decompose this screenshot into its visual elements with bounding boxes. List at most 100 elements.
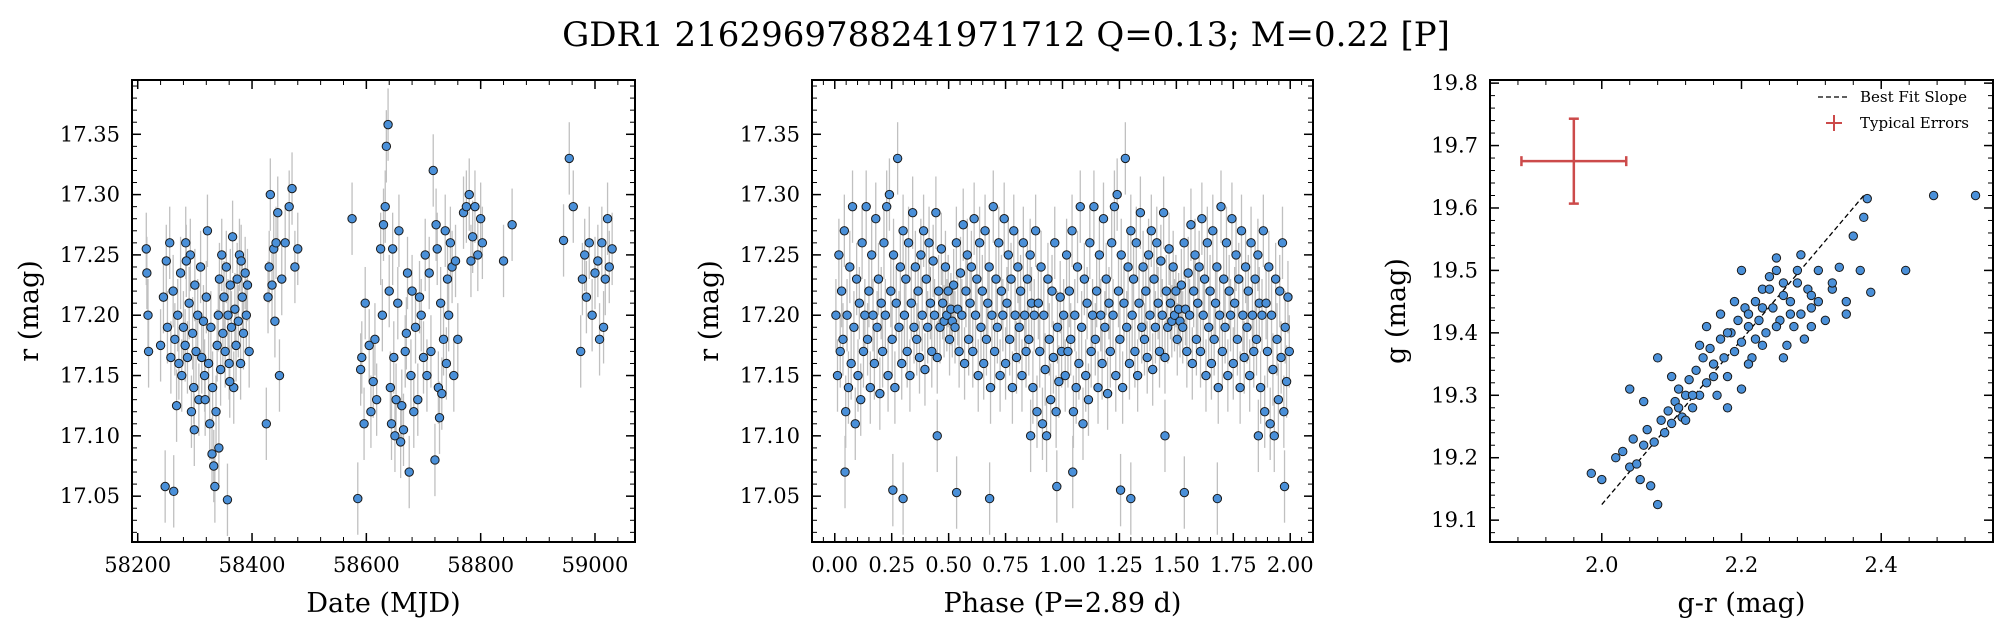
- data-point: [1799, 334, 1810, 344]
- data-point: [1238, 310, 1248, 320]
- data-point: [884, 189, 895, 200]
- data-point: [1666, 418, 1677, 429]
- data-point: [1221, 238, 1232, 248]
- data-point: [1044, 334, 1054, 345]
- data-point: [1065, 334, 1076, 345]
- data-point: [1701, 321, 1712, 332]
- data-point: [1205, 286, 1215, 296]
- data-point: [584, 238, 594, 248]
- data-point: [1021, 346, 1031, 357]
- data-point: [1117, 382, 1128, 393]
- phase-folded-panel: 0.00 0.25 0.50 0.75 1.00 1.25 1.50 1.75 2.00 17.0…: [694, 79, 1314, 619]
- data-point: [1179, 487, 1190, 498]
- data-point: [1757, 340, 1768, 351]
- data-point: [899, 310, 910, 320]
- data-point: [430, 455, 440, 465]
- data-point: [600, 274, 610, 284]
- data-point: [877, 346, 888, 357]
- data-point: [168, 286, 178, 296]
- data-point: [861, 201, 871, 212]
- data-point: [927, 346, 937, 357]
- data-point: [387, 244, 398, 254]
- data-point: [264, 262, 274, 272]
- data-point: [214, 443, 224, 453]
- data-point: [1201, 370, 1211, 381]
- data-point: [1050, 238, 1060, 248]
- data-point: [864, 286, 874, 296]
- data-point: [244, 346, 254, 357]
- data-point: [1628, 434, 1638, 444]
- data-point: [177, 370, 187, 381]
- data-point: [1035, 346, 1045, 357]
- data-point: [1231, 250, 1241, 260]
- data-point: [193, 310, 203, 320]
- data-point: [1097, 358, 1107, 369]
- data-point: [892, 153, 903, 164]
- data-point: [1054, 376, 1064, 387]
- data-point: [143, 346, 154, 357]
- data-point: [175, 268, 186, 278]
- data-point: [913, 286, 923, 296]
- data-point: [1928, 190, 1939, 201]
- data-point: [237, 292, 248, 302]
- data-point: [1666, 371, 1677, 382]
- data-point: [987, 310, 997, 320]
- data-point: [1750, 296, 1761, 307]
- data-point: [916, 250, 926, 260]
- data-point: [355, 364, 366, 375]
- data-point: [1236, 226, 1247, 236]
- data-point: [1168, 262, 1178, 272]
- data-point: [1029, 310, 1039, 320]
- data-point: [210, 481, 220, 492]
- data-point: [1708, 359, 1719, 369]
- data-point: [850, 419, 860, 429]
- data-point: [406, 370, 416, 381]
- data-point: [366, 407, 376, 417]
- data-point: [240, 268, 250, 278]
- data-point: [943, 286, 953, 296]
- data-point: [1176, 280, 1187, 290]
- data-point: [1778, 278, 1789, 288]
- data-point: [181, 256, 192, 266]
- data-point: [1586, 468, 1596, 479]
- data-point: [1028, 382, 1038, 393]
- data-point: [558, 235, 569, 246]
- data-point: [214, 274, 225, 284]
- data-point: [287, 183, 297, 194]
- data-point: [1652, 353, 1663, 363]
- data-point: [1253, 250, 1263, 260]
- data-point: [1036, 262, 1046, 272]
- data-point: [1782, 340, 1792, 351]
- data-point: [165, 238, 175, 248]
- data-point: [1859, 212, 1869, 223]
- data-point: [1645, 481, 1656, 491]
- data-point: [242, 280, 253, 290]
- data-point: [391, 394, 401, 405]
- data-point: [1754, 315, 1764, 326]
- data-point: [1116, 250, 1126, 260]
- data-point: [1279, 481, 1290, 492]
- axes-frame: [131, 79, 636, 543]
- data-point: [440, 226, 450, 236]
- data-point: [1009, 226, 1019, 236]
- x-tick-label: 2.00: [1267, 553, 1314, 577]
- data-point: [1094, 250, 1105, 260]
- data-point: [992, 322, 1003, 332]
- data-point: [977, 286, 988, 296]
- data-point: [274, 370, 285, 381]
- data-point: [577, 274, 588, 284]
- data-point: [225, 280, 236, 290]
- data-point: [410, 322, 421, 332]
- data-point: [174, 358, 184, 369]
- data-point: [1120, 153, 1131, 164]
- data-point: [948, 280, 959, 290]
- data-point: [162, 322, 173, 332]
- data-point: [226, 322, 237, 332]
- data-point: [1061, 250, 1072, 260]
- data-point: [981, 334, 992, 345]
- data-point: [991, 274, 1001, 284]
- data-point: [959, 358, 970, 369]
- y-tick-label: 19.3: [1431, 383, 1478, 407]
- data-point: [1694, 340, 1705, 351]
- data-point: [1213, 382, 1223, 393]
